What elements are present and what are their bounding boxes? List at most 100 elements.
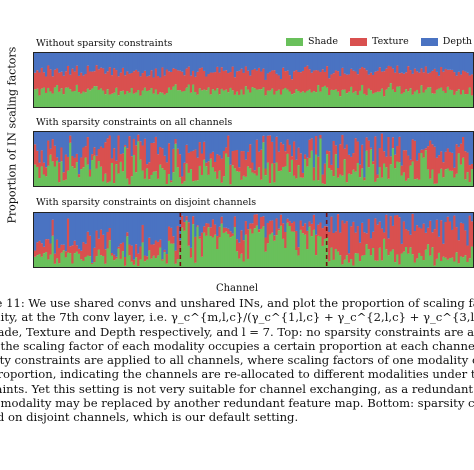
depth-band — [424, 213, 428, 233]
shade-band — [75, 251, 79, 267]
depth-band — [141, 213, 145, 225]
shade-band — [40, 88, 44, 107]
texture-band — [413, 231, 417, 263]
texture-band — [440, 220, 443, 261]
shade-band — [418, 179, 421, 186]
depth-band — [426, 213, 430, 228]
depth-band — [51, 53, 55, 77]
shade-band — [141, 242, 145, 267]
depth-band — [211, 213, 215, 220]
texture-band — [308, 69, 312, 90]
texture-band — [137, 134, 140, 142]
texture-band — [372, 74, 375, 94]
depth-band — [468, 213, 472, 216]
depth-band — [244, 213, 248, 222]
texture-band — [358, 242, 362, 262]
texture-band — [350, 226, 353, 260]
texture-band — [336, 71, 340, 92]
shade-band — [128, 255, 132, 267]
shade-band — [453, 94, 457, 107]
depth-band — [113, 213, 116, 255]
texture-band — [148, 75, 151, 91]
shade-band — [218, 94, 222, 107]
depth-band — [47, 53, 50, 66]
shade-band — [264, 175, 268, 186]
depth-band — [299, 213, 303, 221]
depth-band — [462, 132, 465, 138]
shade-band — [110, 93, 114, 107]
depth-band — [433, 53, 437, 69]
texture-band — [426, 73, 430, 88]
texture-band — [209, 72, 213, 95]
shade-band — [163, 169, 167, 186]
shade-band — [38, 95, 42, 107]
shade-band — [47, 259, 50, 267]
texture-band — [88, 235, 92, 257]
shade-band — [53, 166, 57, 186]
depth-band — [185, 53, 189, 69]
shade-band — [391, 89, 395, 107]
texture-band — [174, 139, 178, 144]
depth-band — [240, 132, 244, 152]
texture-band — [317, 224, 320, 236]
depth-band — [227, 132, 230, 136]
shade-band — [97, 249, 101, 267]
depth-band — [38, 132, 42, 163]
texture-band — [310, 138, 314, 151]
texture-band — [273, 163, 277, 183]
texture-band — [308, 139, 312, 159]
texture-band — [123, 75, 127, 95]
shade-band — [62, 94, 66, 107]
depth-band — [396, 132, 399, 146]
texture-band — [172, 148, 176, 173]
texture-band — [409, 159, 413, 166]
texture-band — [134, 244, 138, 258]
depth-band — [398, 132, 402, 137]
shade-band — [466, 94, 470, 107]
texture-band — [64, 154, 68, 180]
texture-band — [470, 163, 473, 170]
shade-band — [383, 163, 386, 186]
texture-band — [130, 73, 134, 88]
depth-band — [290, 53, 294, 80]
shade-band — [176, 167, 180, 186]
shade-band — [275, 162, 279, 186]
texture-band — [288, 144, 292, 173]
depth-band — [172, 213, 176, 237]
texture-band — [323, 71, 327, 86]
texture-band — [372, 231, 375, 249]
depth-band — [80, 213, 83, 251]
depth-band — [110, 213, 114, 254]
texture-band — [242, 72, 246, 95]
legend-item-depth: Depth — [420, 36, 472, 47]
depth-band — [88, 53, 92, 72]
shade-band — [284, 166, 288, 186]
shade-band — [233, 168, 237, 186]
texture-band — [42, 72, 46, 88]
shade-band — [66, 87, 70, 107]
shade-band — [334, 248, 338, 267]
shade-band — [418, 252, 421, 267]
shade-band — [238, 94, 241, 107]
texture-band — [132, 259, 136, 265]
depth-band — [36, 53, 39, 71]
depth-band — [369, 53, 373, 73]
depth-band — [358, 132, 362, 165]
texture-band — [137, 71, 140, 90]
shade-band — [453, 261, 457, 267]
depth-band — [354, 132, 358, 139]
depth-band — [224, 53, 228, 71]
depth-band — [328, 53, 331, 79]
shade-band — [361, 168, 364, 186]
shade-band — [60, 161, 64, 186]
depth-band — [211, 132, 215, 152]
shade-band — [277, 171, 281, 186]
shade-band — [462, 257, 465, 267]
depth-band — [156, 213, 160, 242]
texture-band — [290, 79, 294, 95]
depth-band — [60, 213, 64, 245]
texture-band — [297, 72, 301, 91]
shade-band — [134, 257, 138, 267]
shade-band — [343, 159, 347, 186]
texture-band — [420, 149, 424, 153]
